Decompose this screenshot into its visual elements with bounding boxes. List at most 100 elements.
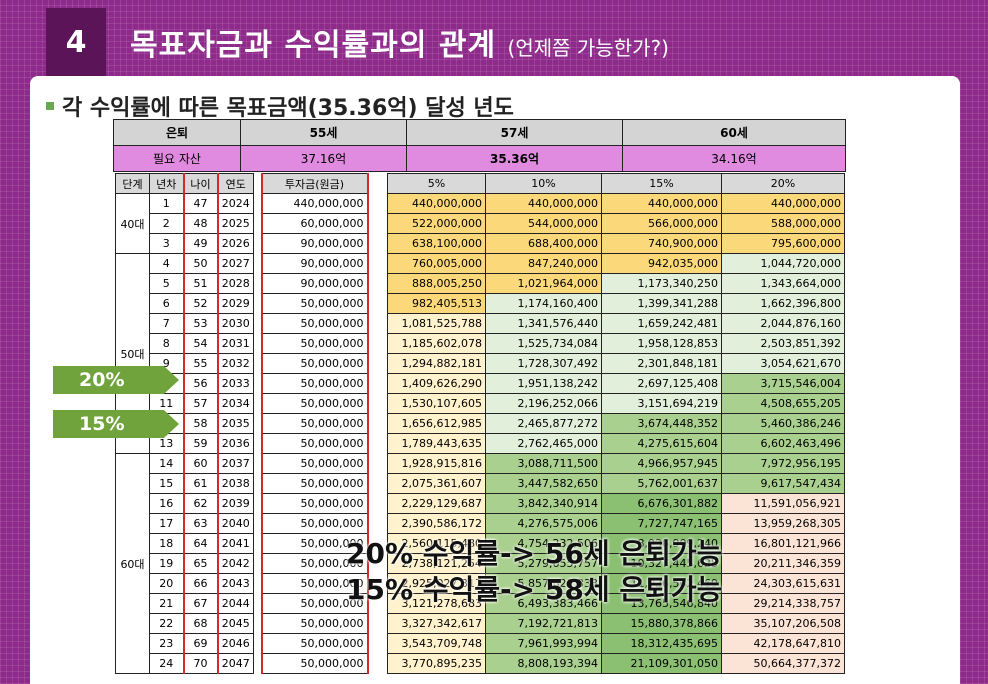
spacer: [254, 194, 262, 214]
rate-cell: 4,508,655,205: [721, 393, 845, 414]
invest-cell: 50,000,000: [260, 553, 369, 574]
cell: 19: [149, 553, 184, 574]
rate-cell: 2,925,027,317: [387, 573, 486, 594]
rate-row: 1,789,443,635 2,762,465,000 4,275,615,604 6…: [387, 433, 845, 454]
summary-required-row: 필요 자산 37.16억 35.36억 34.16억: [113, 145, 846, 172]
cell: 18: [149, 533, 184, 554]
spacer: [254, 474, 262, 494]
rate-cell: 5,857,621,333: [485, 573, 602, 594]
cell: 2047: [217, 653, 254, 674]
bullet-icon: [46, 102, 54, 110]
age-cell: 67: [182, 593, 219, 614]
age-cell: 62: [182, 493, 219, 514]
retirement-note: 20% 수익률-> 56세 은퇴가능 15% 수익률-> 58세 은퇴가능: [346, 536, 722, 608]
rate-header-cell: 10%: [485, 173, 602, 194]
age-cell: 65: [182, 553, 219, 574]
rate-row: 1,656,612,985 2,465,877,272 3,674,448,352 5…: [387, 413, 845, 434]
cell: 2032: [217, 353, 254, 374]
rate-cell: 1,659,242,481: [601, 313, 722, 334]
cell: 2040: [217, 513, 254, 534]
rate-cell: 740,900,000: [601, 233, 722, 254]
summary-header-cell: 은퇴: [113, 119, 241, 146]
rate-cell: 29,214,338,757: [721, 593, 845, 614]
invest-cell: 50,000,000: [260, 593, 369, 614]
rate-cell: 13,765,546,840: [601, 593, 722, 614]
spacer: [254, 414, 262, 434]
table-row: 24 70 2047 50,000,000: [116, 653, 369, 674]
header-cell: 투자금(원금): [260, 173, 369, 194]
cell: 2041: [217, 533, 254, 554]
cell: 2028: [217, 273, 254, 294]
spacer: [254, 394, 262, 414]
rate-header-cell: 20%: [721, 173, 845, 194]
invest-cell: 50,000,000: [260, 453, 369, 474]
retirement-note-line: 20% 수익률-> 56세 은퇴가능: [346, 537, 723, 570]
invest-cell: 50,000,000: [260, 293, 369, 314]
rate-row: 2,560,115,480 4,754,232,506 8,936,909,240 1…: [387, 533, 845, 554]
rate-cell: 1,173,340,250: [601, 273, 722, 294]
rate-cell: 888,005,250: [387, 273, 486, 294]
summary-table: 은퇴 55세 57세 60세 필요 자산 37.16억 35.36억 34.16…: [113, 119, 846, 172]
table-row: 20 66 2043 50,000,000: [116, 573, 369, 594]
rate-cell: 1,958,128,853: [601, 333, 722, 354]
spacer: [254, 654, 262, 674]
rate-cell: 1,951,138,242: [485, 373, 602, 394]
invest-cell: 50,000,000: [260, 373, 369, 394]
rate-row: 2,075,361,607 3,447,582,650 5,762,001,637 9…: [387, 473, 845, 494]
rate-cell: 7,961,993,994: [485, 633, 602, 654]
invest-cell: 60,000,000: [260, 213, 369, 234]
rate-cell: 440,000,000: [721, 193, 845, 214]
cell: 2042: [217, 553, 254, 574]
header-cell: 단계: [115, 173, 150, 194]
rate-cell: 3,770,895,235: [387, 653, 486, 674]
table-row: 13 59 2036 50,000,000: [116, 433, 369, 454]
table-row: 16 62 2039 50,000,000: [116, 493, 369, 514]
stage-cell: 60대: [115, 453, 150, 674]
table-row: 18 64 2041 50,000,000: [116, 533, 369, 554]
rate-cell: 5,762,001,637: [601, 473, 722, 494]
summary-header-cell: 60세: [622, 119, 846, 146]
title-subtitle: (언제쯤 가능한가?): [507, 36, 669, 60]
rate-cell: 544,000,000: [485, 213, 602, 234]
rate-row: 440,000,000 440,000,000 440,000,000 440,000…: [387, 193, 845, 214]
rate-row: 982,405,513 1,174,160,400 1,399,341,288 1,6…: [387, 293, 845, 314]
spacer: [254, 374, 262, 394]
cell: 6: [149, 293, 184, 314]
rate-cell: 35,107,206,508: [721, 613, 845, 634]
rate-cell: 24,303,615,631: [721, 573, 845, 594]
cell: 1: [149, 193, 184, 214]
invest-cell: 90,000,000: [260, 233, 369, 254]
rate-cell: 3,151,694,219: [601, 393, 722, 414]
rate-cell: 4,754,232,506: [485, 533, 602, 554]
rate-cell: 942,035,000: [601, 253, 722, 274]
cell: 3: [149, 233, 184, 254]
summary-cell: 필요 자산: [113, 145, 241, 172]
invest-cell: 50,000,000: [260, 633, 369, 654]
rate-table: 5% 10% 15% 20% 440,000,000 440,000,000 440…: [387, 173, 845, 674]
rate-cell: 3,121,278,683: [387, 593, 486, 614]
spacer: [254, 534, 262, 554]
cell: 2027: [217, 253, 254, 274]
rate-row: 3,327,342,617 7,192,721,813 15,880,378,866…: [387, 613, 845, 634]
header-cell: 년차: [149, 173, 184, 194]
spacer: [254, 334, 262, 354]
rate-cell: 50,664,377,372: [721, 653, 845, 674]
summary-header-cell: 57세: [406, 119, 623, 146]
age-cell: 60: [182, 453, 219, 474]
age-cell: 68: [182, 613, 219, 634]
cell: 2037: [217, 453, 254, 474]
spacer: [254, 454, 262, 474]
cell: 17: [149, 513, 184, 534]
rate-cell: 2,697,125,408: [601, 373, 722, 394]
age-cell: 70: [182, 653, 219, 674]
rate-cell: 5,460,386,246: [721, 413, 845, 434]
rate-cell: 2,738,121,254: [387, 553, 486, 574]
age-cell: 54: [182, 333, 219, 354]
rate-cell: 18,312,435,695: [601, 633, 722, 654]
rate-cell: 2,762,465,000: [485, 433, 602, 454]
rate-cell: 638,100,000: [387, 233, 486, 254]
table-row: 17 63 2040 50,000,000: [116, 513, 369, 534]
age-cell: 53: [182, 313, 219, 334]
rate-cell: 4,276,575,006: [485, 513, 602, 534]
invest-cell: 50,000,000: [260, 413, 369, 434]
